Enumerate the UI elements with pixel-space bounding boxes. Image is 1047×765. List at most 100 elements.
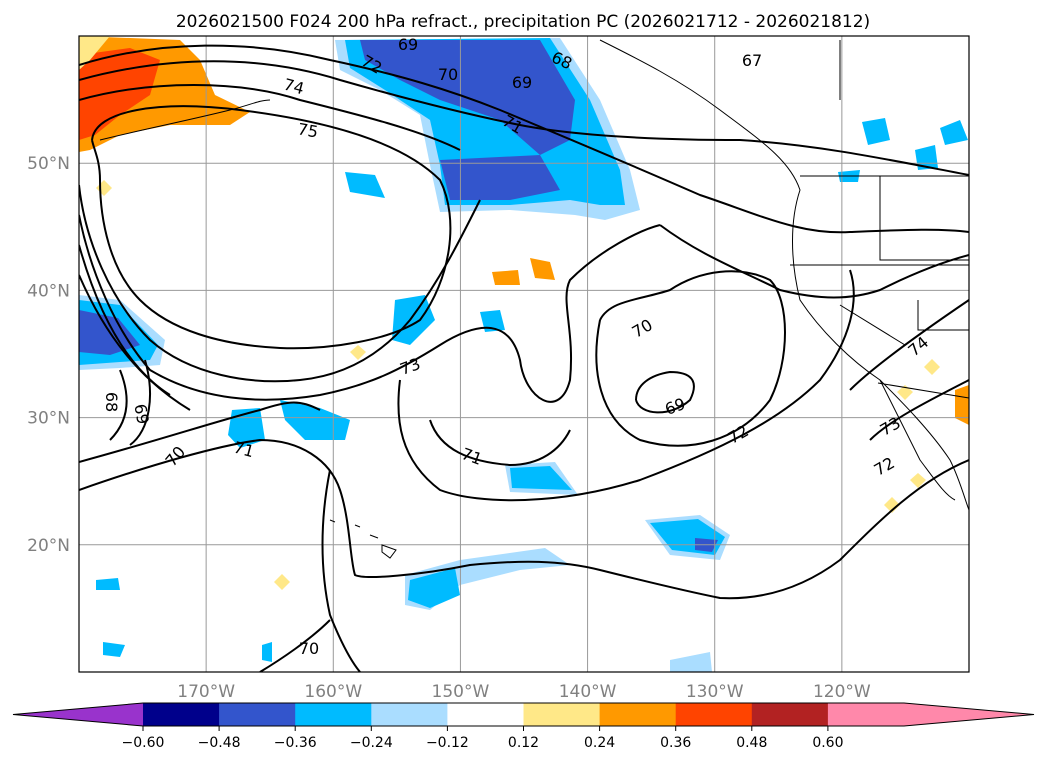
contour-line [659, 224, 969, 299]
contour-label: 69 [130, 402, 152, 425]
colorbar-bin [295, 703, 372, 726]
contour-line [79, 401, 321, 463]
contour-line [79, 438, 969, 600]
coast-aleutians [99, 99, 271, 141]
border-us-mexico [877, 382, 969, 399]
precip-shading [79, 36, 969, 672]
contour-line [849, 299, 969, 391]
lon-tick-label: 140°W [559, 682, 617, 702]
colorbar-bin [675, 703, 753, 726]
colorbar-tick-label: −0.12 [426, 735, 469, 751]
contour-line [635, 370, 695, 414]
precip-blue-south-3b [408, 568, 460, 608]
precip-blue-small-2 [345, 172, 385, 198]
contour-line [397, 269, 855, 502]
coast-hawaii [329, 519, 397, 559]
precip-yellow-4 [910, 473, 926, 488]
colorbar-tick-label: 0.60 [812, 735, 843, 751]
contour-line [321, 469, 361, 672]
precip-yellow-nw [79, 36, 110, 70]
contour-label: 69 [398, 35, 418, 54]
precip-yellow-3 [884, 497, 900, 513]
contour-label: 74 [282, 75, 307, 99]
contour-line [79, 84, 461, 151]
contour-line [79, 184, 481, 383]
contour-line [79, 214, 661, 403]
contour-line [869, 379, 969, 441]
contour-line [429, 419, 571, 467]
contour-line [259, 619, 331, 672]
precip-yellow-6 [897, 385, 913, 400]
coastlines [99, 39, 969, 559]
lon-tick-label: 120°W [813, 682, 871, 702]
contour-label: 69 [512, 73, 532, 92]
precip-yellow-5 [924, 359, 940, 375]
precip-yellow-2 [274, 574, 290, 590]
colorbar-tick-label: 0.12 [508, 735, 539, 751]
colorbar-bin [143, 703, 220, 726]
precip-yellow-1 [350, 345, 366, 360]
colorbar-extend-under [13, 703, 143, 726]
longitude-tick-labels: 170°W 160°W 150°W 140°W 130°W 120°W [177, 682, 871, 702]
contour-line [79, 60, 969, 176]
colorbar-tick-label: −0.60 [122, 735, 165, 751]
contour-label: 70 [299, 639, 319, 658]
lat-tick-label: 40°N [27, 281, 70, 301]
contour-label: 70 [438, 65, 458, 84]
map-frame [78, 35, 970, 673]
colorbar-tick-label: 0.36 [660, 735, 691, 751]
map-title: 2026021500 F024 200 hPa refract., precip… [176, 12, 870, 32]
contour-line [109, 369, 128, 441]
lat-tick-label: 30°N [27, 409, 70, 429]
map-panel: 67 68 69 69 69 70 70 70 70 71 71 71 68 7… [27, 35, 970, 702]
contour-label: 67 [742, 51, 762, 70]
colorbar: −0.60 −0.48 −0.36 −0.24 −0.12 0.12 0.24 0.36 0.4… [12, 702, 1035, 751]
precip-blue-ne-3 [915, 145, 938, 170]
precip-blue-hawaii-nw [280, 400, 350, 440]
colorbar-bin [827, 703, 905, 726]
colorbar-bin [447, 703, 524, 726]
lon-tick-label: 130°W [686, 682, 744, 702]
colorbar-tick-label: 0.24 [584, 735, 615, 751]
map-content: 67 68 69 69 69 70 70 70 70 71 71 71 68 7… [79, 35, 969, 672]
latitude-tick-labels: 50°N 40°N 30°N 20°N [27, 154, 70, 556]
precip-blue-small-1 [480, 310, 505, 332]
precip-orange-baja [955, 385, 969, 425]
precip-red-nw [79, 48, 160, 140]
colorbar-bin [371, 703, 448, 726]
colorbar-extend-over [904, 703, 1034, 726]
contour-label: 71 [232, 438, 257, 462]
precip-mediumblue-north-2 [440, 155, 560, 200]
colorbar-bin [751, 703, 829, 726]
colorbar-bin [523, 703, 601, 726]
border-states [790, 40, 969, 346]
precip-blue-south-1b [510, 466, 572, 490]
lat-tick-label: 50°N [27, 154, 70, 174]
contour-line [79, 274, 191, 411]
precip-blue-small-w1 [96, 578, 120, 590]
precip-blue-south-4 [670, 652, 712, 672]
contour-label: 75 [296, 119, 319, 141]
colorbar-tick-label: −0.48 [198, 735, 241, 751]
precip-orange-central-2 [530, 258, 555, 280]
precip-blue-small-w2 [103, 642, 125, 657]
contours [79, 44, 969, 672]
colorbar-tick-label: 0.48 [736, 735, 767, 751]
precip-blue-small-w3 [262, 642, 272, 662]
contour-line [129, 359, 151, 446]
lon-tick-label: 170°W [177, 682, 235, 702]
colorbar-bin [219, 703, 296, 726]
colorbar-tick-label: −0.24 [350, 735, 393, 751]
precip-blue-central [392, 295, 435, 345]
contour-line [595, 270, 786, 447]
precip-orange-central [492, 270, 520, 285]
coast-north-america [599, 39, 969, 511]
precip-blue-ne-1 [862, 118, 890, 145]
contour-line [91, 105, 452, 350]
coast-baja [879, 379, 956, 501]
colorbar-tick-label: −0.36 [274, 735, 317, 751]
lon-tick-label: 160°W [304, 682, 362, 702]
lon-tick-label: 150°W [432, 682, 490, 702]
colorbar-bin [599, 703, 677, 726]
